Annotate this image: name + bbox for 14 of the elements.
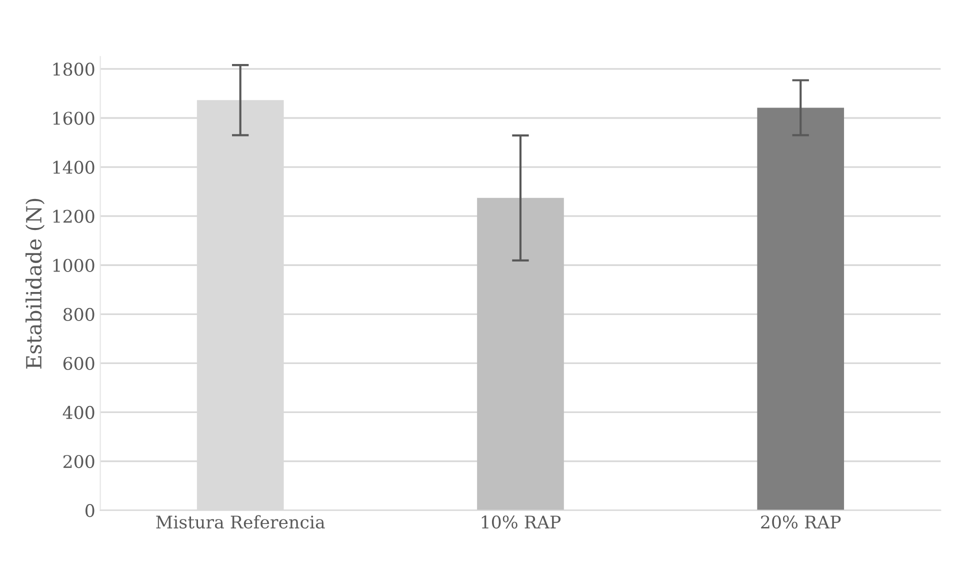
y-tick-label: 0 [86,504,94,518]
y-tick-label: 1000 [53,258,94,272]
y-tick-label: 200 [63,454,94,468]
y-tick-label: 600 [63,356,94,370]
x-tick-label: 10% RAP [482,515,561,529]
y-tick-label: 800 [63,308,94,321]
y-tick-label: 1400 [53,160,94,174]
y-tick-label: 400 [62,406,94,420]
x-tick-label: Mistura Referencia [156,515,325,529]
x-tick-label: 20% RAP [761,515,841,529]
y-tick-label: 1200 [53,210,94,223]
y-tick-label: 1800 [53,62,94,76]
y-axis-title: Estabilidade (N) [26,198,45,369]
y-tick-label: 1600 [53,112,94,125]
